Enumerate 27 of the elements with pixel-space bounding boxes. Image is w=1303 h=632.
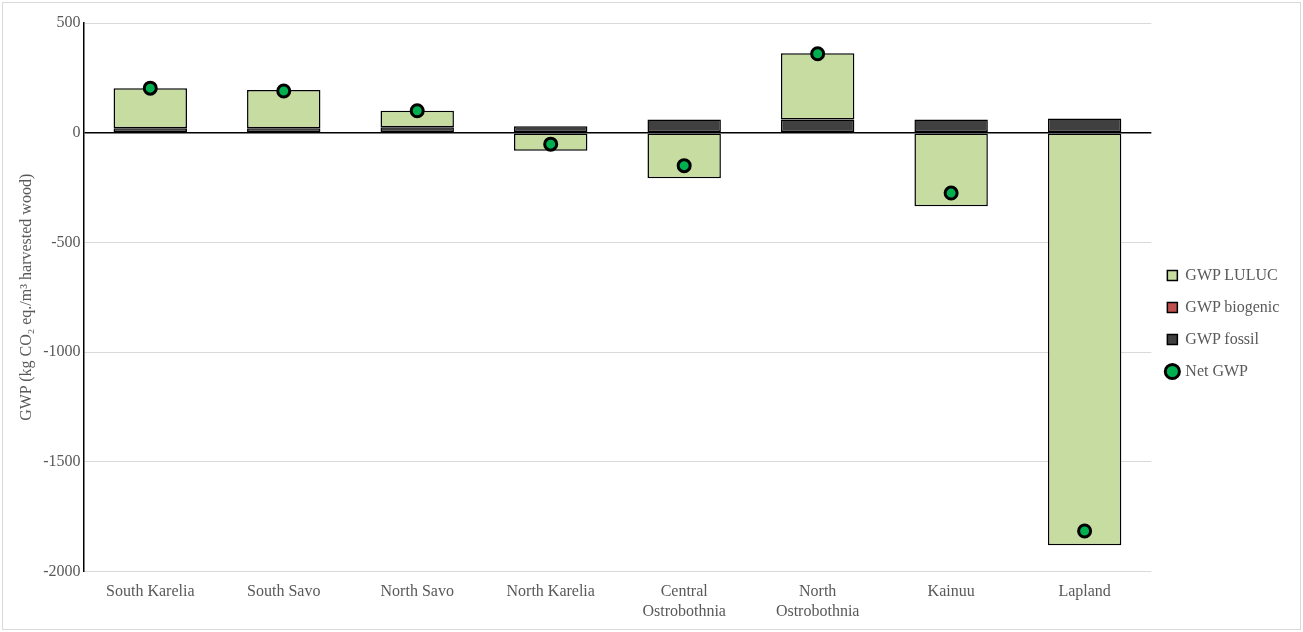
point [409,103,425,119]
x-tick-label: North Savo [380,582,454,600]
x-tick-label: South Savo [247,582,321,600]
point [810,46,826,62]
x-tick-label: Kainuu [927,582,975,600]
y-axis-title: GWP (kg CO₂ eq./m³ harvested wood) [16,173,35,421]
legend-label: GWP biogenic [1185,297,1280,316]
legend-label: GWP fossil [1185,329,1260,347]
point [943,185,959,201]
y-tick-label: 500 [56,13,81,31]
x-tick-label: Central Ostrobothnia [642,582,726,619]
x-tick-label: Lapland [1058,582,1111,601]
x-tick-label: North Karelia [506,582,595,600]
y-tick-label: -500 [51,232,81,250]
y-tick-label: -1500 [43,452,81,470]
y-tick-label: -1000 [43,342,81,360]
x-tick-label: North Ostrobothnia [775,582,860,619]
point [142,80,158,96]
legend-label: GWP LULUC [1185,265,1278,283]
legend-label: Net GWP [1185,361,1249,379]
point [676,158,692,174]
point [276,83,292,99]
y-tick-label: 0 [72,122,81,140]
x-tick-label: South Karelia [106,582,195,600]
y-tick-label: -2000 [43,561,81,579]
point [1077,523,1093,539]
point [543,136,559,152]
